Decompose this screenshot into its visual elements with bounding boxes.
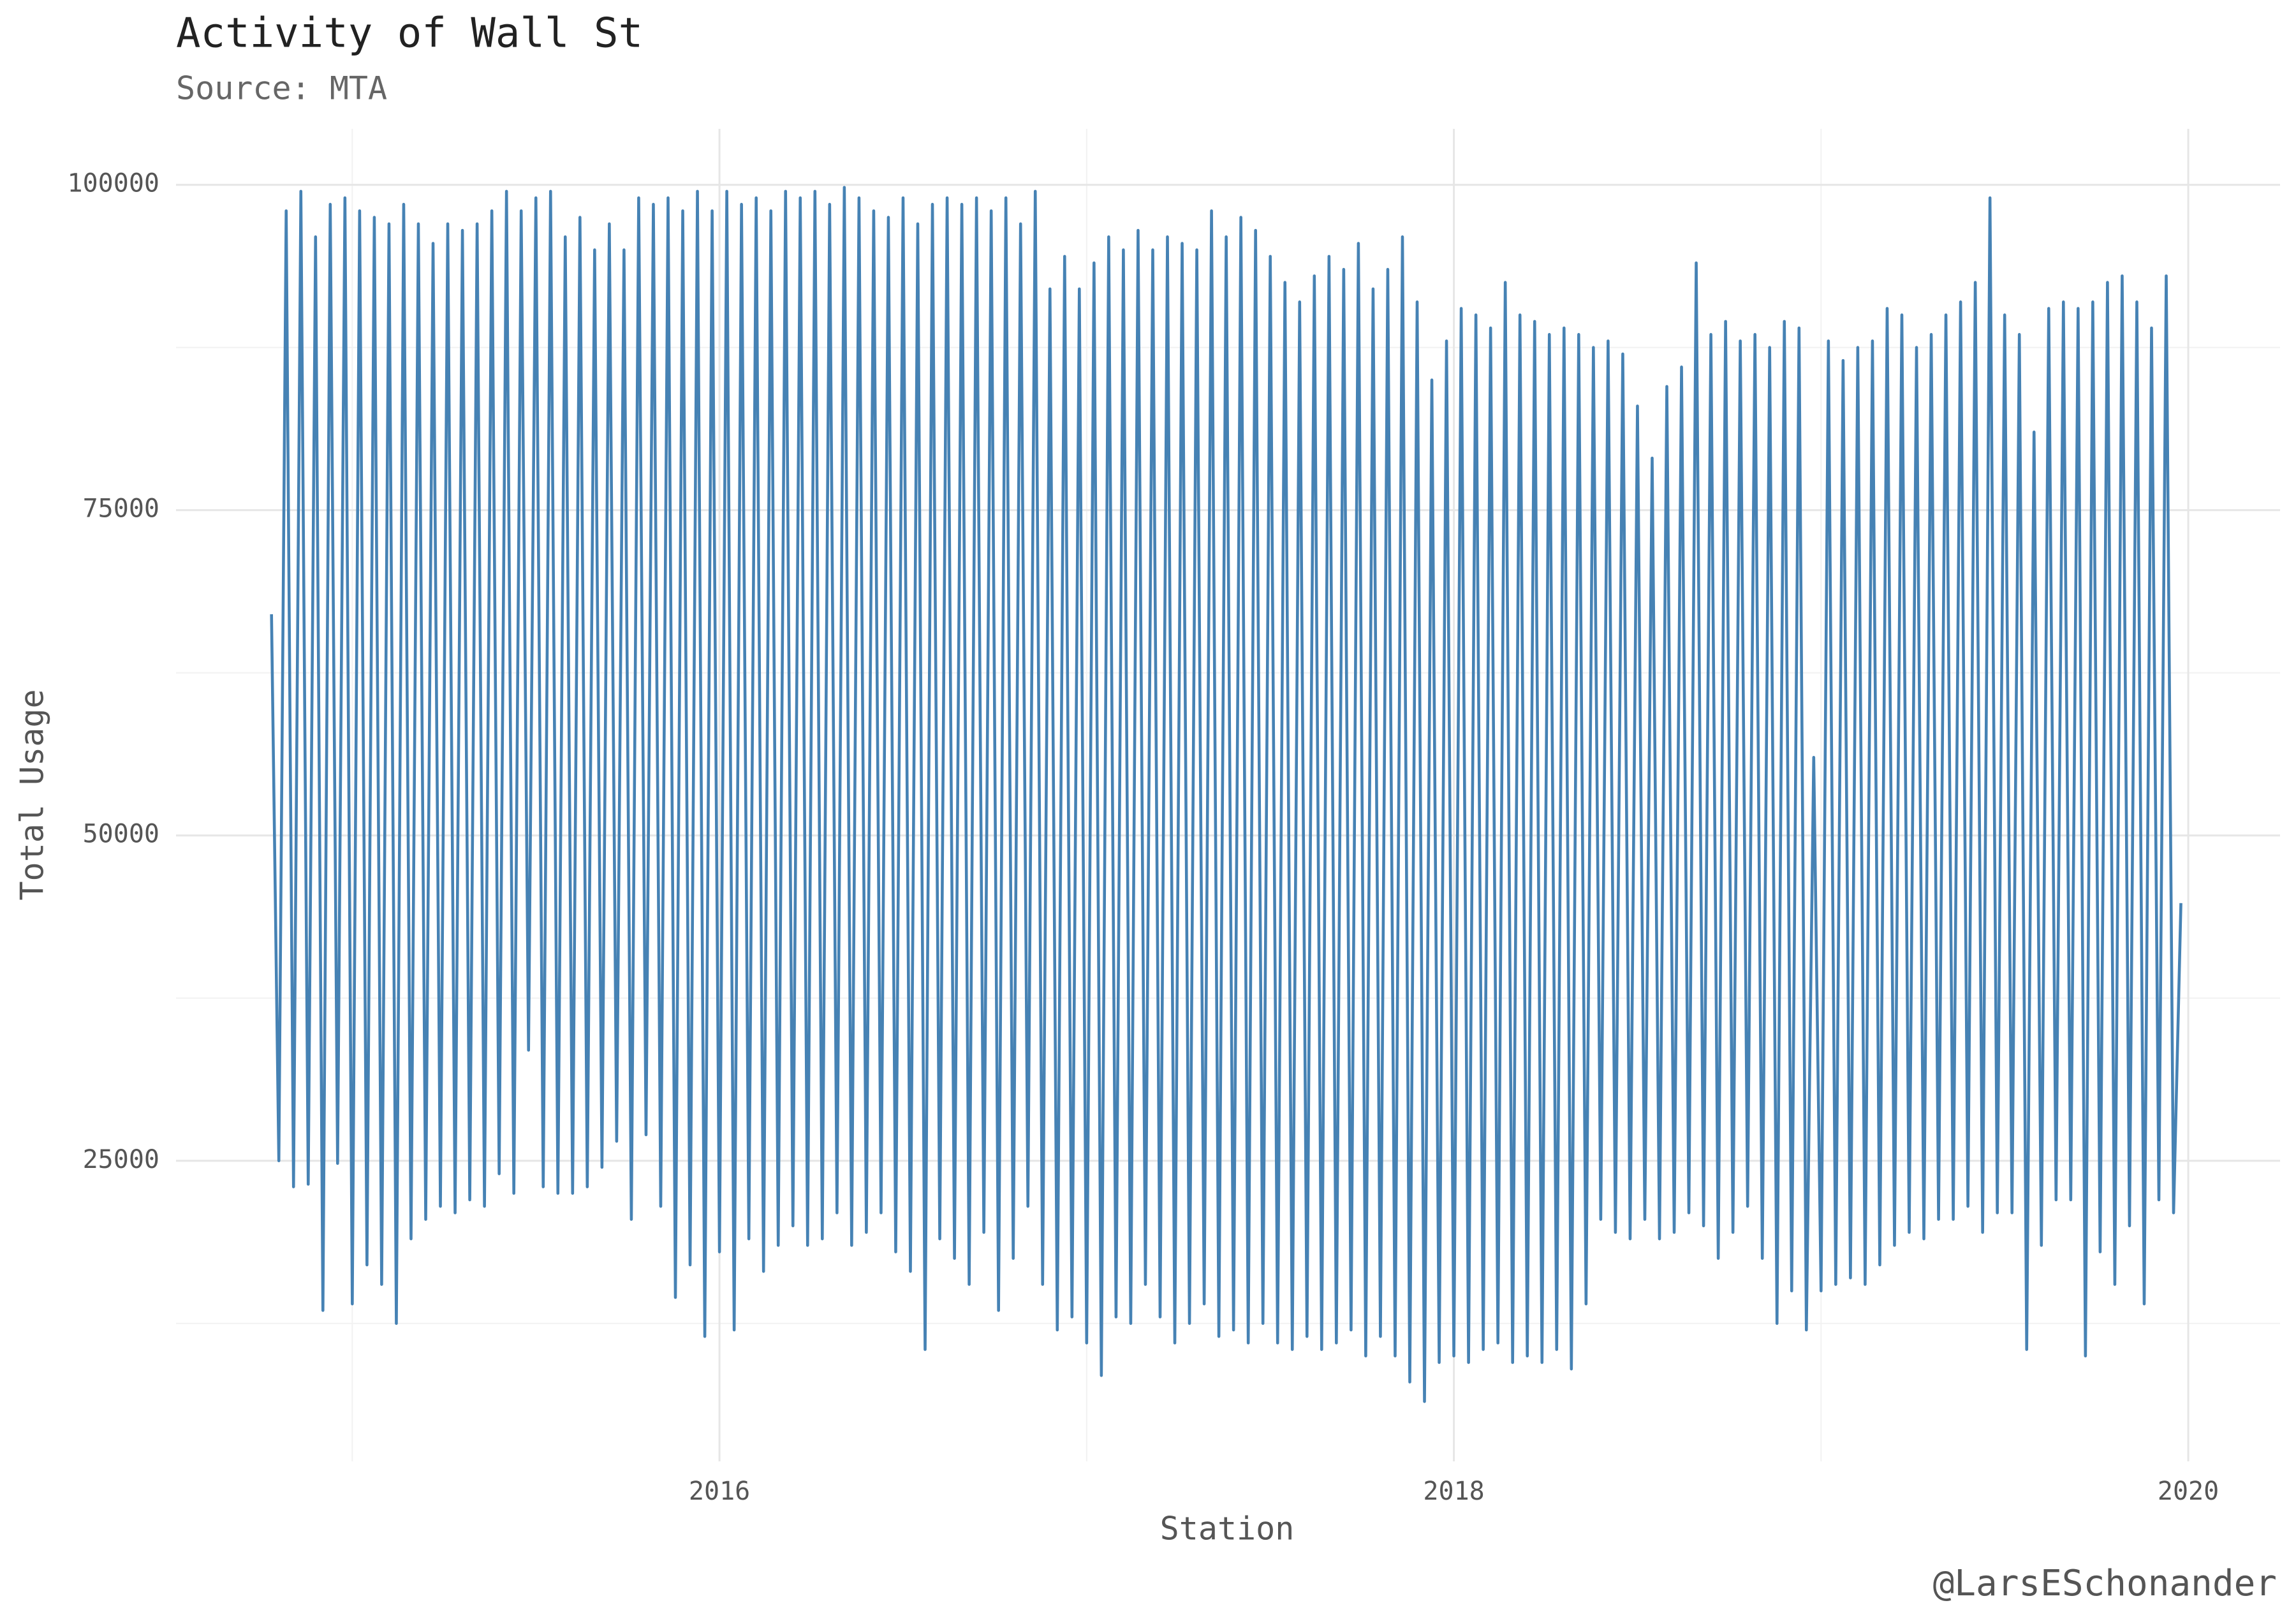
x-tick-label: 2018 [1423, 1477, 1484, 1506]
data-line [270, 186, 2182, 1403]
chart-subtitle: Source: MTA [176, 70, 387, 107]
x-tick-label: 2016 [689, 1477, 750, 1506]
y-tick-label: 100000 [68, 169, 160, 198]
caption: @LarsESchonander [1933, 1563, 2277, 1604]
y-tick-label: 75000 [83, 494, 159, 524]
y-axis-label: Total Usage [14, 689, 51, 900]
y-tick-label: 50000 [83, 820, 159, 849]
x-tick-label: 2020 [2158, 1477, 2219, 1506]
x-axis-label: Station [1160, 1510, 1295, 1547]
chart-title: Activity of Wall St [176, 10, 643, 57]
y-tick-label: 25000 [83, 1145, 159, 1174]
